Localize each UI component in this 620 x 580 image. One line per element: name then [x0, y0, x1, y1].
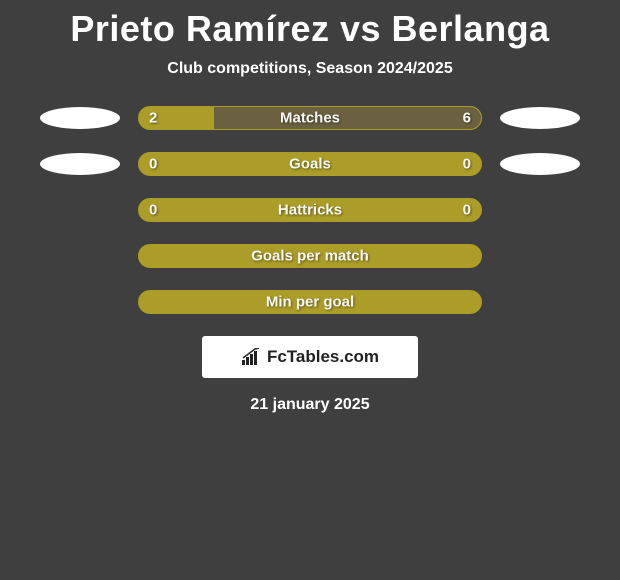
stat-bar: Min per goal — [138, 290, 482, 314]
stat-row: 2 Matches 6 — [0, 106, 620, 130]
photo-spacer — [500, 291, 580, 313]
stat-value-right: 0 — [463, 202, 471, 219]
stat-row: Goals per match — [0, 244, 620, 268]
chart-icon — [241, 348, 263, 366]
photo-spacer — [40, 291, 120, 313]
stat-value-left: 0 — [149, 156, 157, 173]
stat-bar: 2 Matches 6 — [138, 106, 482, 130]
stat-value-left: 2 — [149, 110, 157, 127]
stat-label: Goals per match — [251, 248, 369, 265]
branding-text: FcTables.com — [267, 347, 379, 367]
stat-bar: 0 Hattricks 0 — [138, 198, 482, 222]
stat-label: Goals — [289, 156, 331, 173]
stats-container: 2 Matches 6 0 Goals 0 0 Hattricks 0 Goals per mat… — [0, 106, 620, 314]
stat-row: 0 Goals 0 — [0, 152, 620, 176]
stat-label: Min per goal — [266, 294, 354, 311]
photo-spacer — [40, 245, 120, 267]
photo-spacer — [500, 245, 580, 267]
player-photo-right — [500, 107, 580, 129]
player-photo-left — [40, 107, 120, 129]
player-photo-right — [500, 153, 580, 175]
photo-spacer — [500, 199, 580, 221]
stat-bar: Goals per match — [138, 244, 482, 268]
branding-badge: FcTables.com — [202, 336, 418, 378]
stat-value-right: 0 — [463, 156, 471, 173]
stat-row: Min per goal — [0, 290, 620, 314]
stat-label: Hattricks — [278, 202, 342, 219]
date-label: 21 january 2025 — [0, 396, 620, 414]
photo-spacer — [40, 199, 120, 221]
stat-row: 0 Hattricks 0 — [0, 198, 620, 222]
page-title: Prieto Ramírez vs Berlanga — [0, 0, 620, 50]
bar-fill-right — [214, 107, 481, 129]
stat-label: Matches — [280, 110, 340, 127]
stat-value-right: 6 — [463, 110, 471, 127]
page-subtitle: Club competitions, Season 2024/2025 — [0, 60, 620, 78]
stat-value-left: 0 — [149, 202, 157, 219]
stat-bar: 0 Goals 0 — [138, 152, 482, 176]
player-photo-left — [40, 153, 120, 175]
